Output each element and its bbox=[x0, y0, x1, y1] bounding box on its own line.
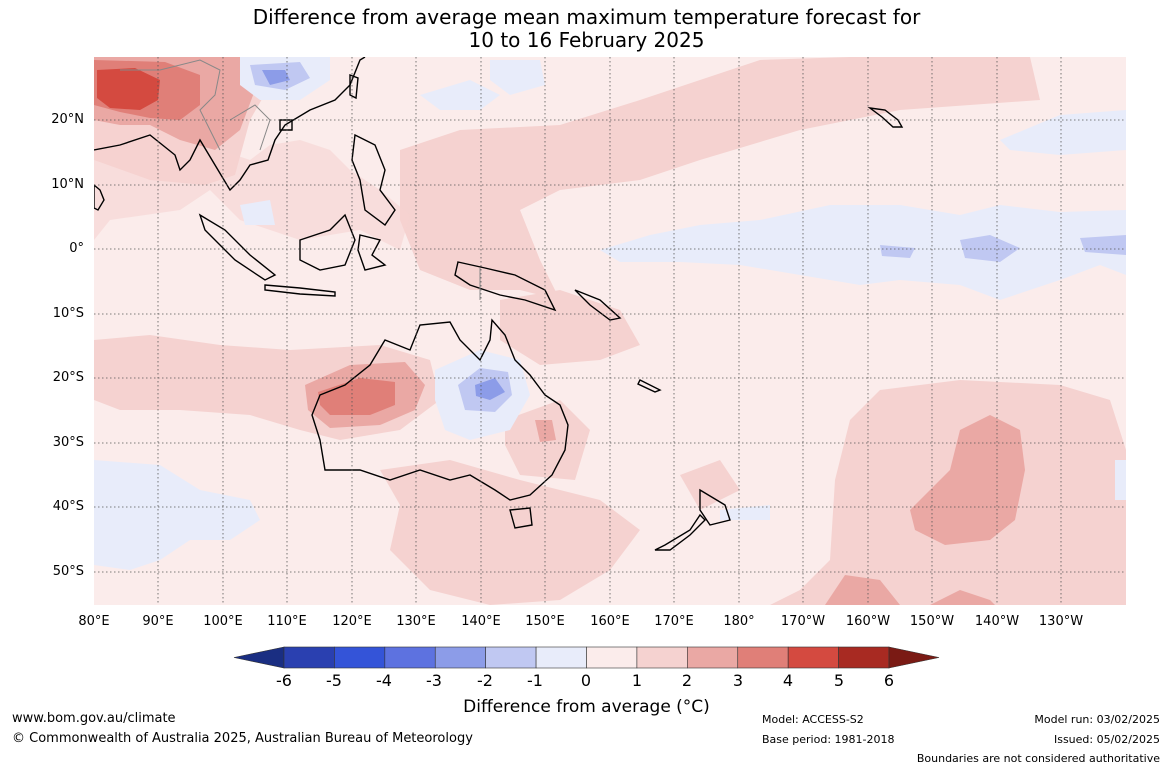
colorbar-title: Difference from average (°C) bbox=[463, 697, 710, 717]
lon-label-100e: 100°E bbox=[203, 614, 243, 629]
lat-label-20n: 20°N bbox=[51, 112, 84, 127]
lon-label-80e: 80°E bbox=[78, 614, 110, 629]
anomaly-neg3-neg2-regions bbox=[262, 70, 505, 400]
colorbar-segment bbox=[687, 646, 739, 669]
lat-label-40s: 40°S bbox=[52, 499, 84, 514]
colorbar-label-neg3: -3 bbox=[426, 671, 442, 690]
colorbar-label-neg2: -2 bbox=[477, 671, 493, 690]
taiwan-coastline bbox=[349, 73, 359, 100]
colorbar-segment bbox=[535, 646, 587, 669]
anomaly-neg2-neg1-regions bbox=[250, 62, 1126, 412]
lon-label-160w: 160°W bbox=[845, 614, 891, 629]
lon-label-90e: 90°E bbox=[142, 614, 174, 629]
lon-label-140w: 140°W bbox=[974, 614, 1020, 629]
colorbar-label-1: 1 bbox=[631, 671, 643, 690]
colorbar-arrow-low bbox=[233, 646, 285, 669]
new-zealand-north-coastline bbox=[699, 488, 731, 526]
footer-issued: Issued: 05/02/2025 bbox=[1053, 733, 1160, 746]
colorbar-label-neg5: -5 bbox=[326, 671, 342, 690]
mainland-asia-coastline bbox=[94, 57, 366, 192]
footer-model: Model: ACCESS-S2 bbox=[762, 713, 864, 726]
colorbar-segment bbox=[485, 646, 537, 669]
colorbar-segment bbox=[838, 646, 890, 669]
colorbar-segment bbox=[586, 646, 638, 669]
colorbar-segment bbox=[334, 646, 386, 669]
lon-label-130e: 130°E bbox=[396, 614, 436, 629]
australia-coastline bbox=[311, 318, 569, 501]
lon-label-130w: 130°W bbox=[1038, 614, 1084, 629]
colorbar-label-neg1: -1 bbox=[527, 671, 543, 690]
lat-label-10s: 10°S bbox=[52, 306, 84, 321]
new-guinea-coastline bbox=[454, 261, 557, 312]
anomaly-1-2-regions bbox=[94, 57, 1126, 605]
lon-label-170e: 170°E bbox=[654, 614, 694, 629]
footer-disclaimer: Boundaries are not considered authoritat… bbox=[916, 752, 1160, 765]
lon-label-120e: 120°E bbox=[332, 614, 372, 629]
anomaly-neg1-0-regions bbox=[94, 57, 1126, 570]
hainan-coastline bbox=[279, 119, 293, 131]
colorbar-label-5: 5 bbox=[833, 671, 845, 690]
footer-base-period: Base period: 1981-2018 bbox=[762, 733, 895, 746]
lat-label-10n: 10°N bbox=[51, 177, 84, 192]
lon-label-170w: 170°W bbox=[780, 614, 826, 629]
borneo-coastline bbox=[299, 213, 356, 271]
footer-url: www.bom.gov.au/climate bbox=[12, 711, 176, 726]
lat-label-0: 0° bbox=[69, 241, 84, 256]
colorbar-segment bbox=[636, 646, 688, 669]
lat-label-50s: 50°S bbox=[52, 564, 84, 579]
gridlines bbox=[94, 57, 1126, 605]
sri-lanka-coastline bbox=[94, 184, 105, 211]
coastlines bbox=[94, 57, 904, 551]
sulawesi-coastline bbox=[357, 234, 387, 271]
colorbar-label-neg4: -4 bbox=[376, 671, 392, 690]
lat-label-30s: 30°S bbox=[52, 435, 84, 450]
java-coastline bbox=[264, 284, 336, 297]
new-caledonia-coastline bbox=[637, 379, 662, 393]
hawaii-coastline bbox=[867, 106, 904, 128]
lon-label-140e: 140°E bbox=[461, 614, 501, 629]
lon-label-150w: 150°W bbox=[909, 614, 955, 629]
colorbar-label-neg6: -6 bbox=[276, 671, 292, 690]
country-borders bbox=[120, 59, 481, 300]
colorbar-label-0: 0 bbox=[580, 671, 592, 690]
lon-label-160e: 160°E bbox=[590, 614, 630, 629]
colorbar-label-6: 6 bbox=[883, 671, 895, 690]
colorbar-label-2: 2 bbox=[681, 671, 693, 690]
colorbar-segment bbox=[434, 646, 486, 669]
lon-label-180: 180° bbox=[723, 614, 755, 629]
colorbar-arrow-high bbox=[888, 646, 940, 669]
chart-title-line1: Difference from average mean maximum tem… bbox=[252, 5, 921, 29]
lon-label-150e: 150°E bbox=[525, 614, 565, 629]
sumatra-coastline bbox=[198, 213, 277, 281]
tasmania-coastline bbox=[509, 507, 533, 529]
colorbar-segment bbox=[384, 646, 436, 669]
anomaly-4-5-regions bbox=[97, 68, 160, 110]
colorbar-segment bbox=[283, 646, 335, 669]
footer-copyright: © Commonwealth of Australia 2025, Austra… bbox=[12, 731, 473, 746]
lat-label-20s: 20°S bbox=[52, 370, 84, 385]
colorbar-segment bbox=[787, 646, 839, 669]
colorbar-label-4: 4 bbox=[782, 671, 794, 690]
solomon-islands-coastline bbox=[574, 289, 622, 321]
colorbar-segment bbox=[737, 646, 789, 669]
chart-title-line2: 10 to 16 February 2025 bbox=[468, 28, 705, 52]
philippines-coastline bbox=[351, 133, 396, 227]
colorbar-label-3: 3 bbox=[732, 671, 744, 690]
new-zealand-south-coastline bbox=[654, 513, 706, 551]
footer-model-run: Model run: 03/02/2025 bbox=[1034, 713, 1160, 726]
lon-label-110e: 110°E bbox=[267, 614, 307, 629]
